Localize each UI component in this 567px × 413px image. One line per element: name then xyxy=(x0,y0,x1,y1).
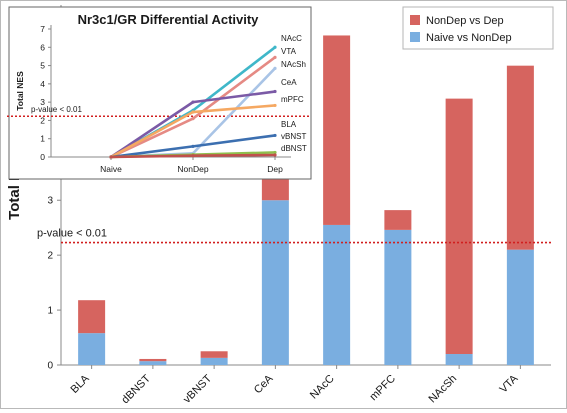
x-tick-label: VTA xyxy=(497,372,521,396)
x-tick-label: vBNST xyxy=(181,372,214,405)
legend-swatch-naive-vs-nondep xyxy=(410,32,420,42)
inset-x-tick-label: Naive xyxy=(100,164,122,174)
bar-mPFC-naive-vs-nondep xyxy=(384,229,412,365)
y-tick-label: 3 xyxy=(47,196,53,207)
inset-y-tick-label: 0 xyxy=(40,152,45,162)
x-tick-label: mPFC xyxy=(367,373,398,404)
inset-series-label: mPFC xyxy=(281,95,304,104)
inset-y-tick-label: 6 xyxy=(40,42,45,52)
inset-point-NAcSh xyxy=(273,66,277,70)
inset-series-label: NAcSh xyxy=(281,60,306,69)
inset-y-tick-label: 2 xyxy=(40,115,45,125)
inset-series-label: dBNST xyxy=(281,144,307,153)
bar-BLA-naive-vs-nondep xyxy=(78,333,106,365)
bar-mPFC-nondep-vs-dep xyxy=(384,210,412,230)
legend-label: Naive vs NonDep xyxy=(426,32,512,44)
inset-point-CeA xyxy=(191,100,195,104)
inset-y-tick-label: 3 xyxy=(40,97,45,107)
inset-series-label: VTA xyxy=(281,47,297,56)
inset-p-value-threshold-label: p-value < 0.01 xyxy=(31,105,82,114)
legend-label: NonDep vs Dep xyxy=(426,15,504,27)
bar-vBNST-naive-vs-nondep xyxy=(200,357,228,365)
inset-series-label: CeA xyxy=(281,78,297,87)
inset-series-label: NAcC xyxy=(281,34,302,43)
bar-VTA-naive-vs-nondep xyxy=(506,249,534,365)
legend-box xyxy=(402,6,554,50)
x-tick-label: NAcC xyxy=(308,373,337,402)
inset-x-tick-label: Dep xyxy=(267,164,283,174)
bar-vBNST-nondep-vs-dep xyxy=(200,351,228,358)
inset-point-mPFC xyxy=(191,110,195,114)
y-tick-label: 0 xyxy=(47,361,53,372)
x-tick-label: NAcSh xyxy=(427,373,460,406)
p-value-threshold-label: p-value < 0.01 xyxy=(37,228,107,240)
inset-point-VTA xyxy=(191,117,195,121)
inset-y-tick-label: 4 xyxy=(40,79,45,89)
inset-y-tick-label: 1 xyxy=(40,134,45,144)
inset-point-dBNST xyxy=(273,153,277,157)
bar-CeA-naive-vs-nondep xyxy=(261,200,289,365)
y-tick-label: 2 xyxy=(47,251,53,262)
inset-point-dBNST xyxy=(191,154,195,158)
bar-dBNST-naive-vs-nondep xyxy=(139,361,167,365)
legend-swatch-nondep-vs-dep xyxy=(410,15,420,25)
bar-BLA-nondep-vs-dep xyxy=(78,300,106,334)
bar-dBNST-nondep-vs-dep xyxy=(139,358,167,362)
inset-point-dBNST xyxy=(109,155,113,159)
inset-chart-title: Nr3c1/GR Differential Activity xyxy=(78,12,260,27)
bar-VTA-nondep-vs-dep xyxy=(506,65,534,250)
x-tick-label: CeA xyxy=(252,372,276,396)
inset-point-CeA xyxy=(273,89,277,94)
inset-x-tick-label: NonDep xyxy=(177,164,208,174)
x-tick-label: dBNST xyxy=(119,372,153,406)
inset-y-tick-label: 7 xyxy=(40,24,45,34)
inset-series-label: BLA xyxy=(281,120,297,129)
inset-point-VTA xyxy=(273,55,277,59)
inset-point-mPFC xyxy=(273,103,277,108)
bar-NAcSh-naive-vs-nondep xyxy=(445,354,473,365)
inset-y-axis-label: Total NES xyxy=(15,71,25,111)
inset-series-label: vBNST xyxy=(281,132,306,141)
bar-NAcC-naive-vs-nondep xyxy=(323,224,351,365)
y-tick-label: 1 xyxy=(47,306,53,317)
inset-point-vBNST xyxy=(273,150,277,155)
x-tick-label: BLA xyxy=(69,372,93,396)
bar-NAcSh-nondep-vs-dep xyxy=(445,98,473,355)
inset-point-BLA xyxy=(273,133,277,138)
inset-y-tick-label: 5 xyxy=(40,61,45,71)
bar-NAcC-nondep-vs-dep xyxy=(323,35,351,225)
inset-point-BLA xyxy=(191,144,195,148)
inset-point-NAcC xyxy=(273,45,277,49)
